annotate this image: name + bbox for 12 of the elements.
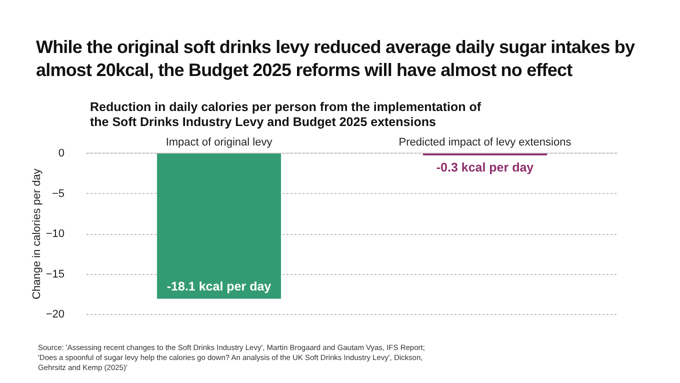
y-tick-label: −10	[46, 228, 64, 240]
data-label: -0.3 kcal per day	[436, 160, 534, 174]
data-label: -18.1 kcal per day	[166, 280, 272, 294]
chart-title: While the original soft drinks levy reduced average daily sugar intakes by almost 20kcal, the Budget 2025 reforms will have almost no effect	[36, 36, 636, 82]
chart-subtitle: Reduction in daily calories per person from the implementation of the Soft Drinks Industry Levy and Budget 2025 extensions	[90, 100, 482, 130]
x-tick-label: Impact of original levy	[166, 136, 273, 148]
y-axis-title: Change in calories per day	[30, 168, 43, 300]
y-tick-label: −15	[46, 268, 64, 280]
y-tick-label: 0	[58, 148, 64, 160]
x-tick-label: Predicted impact of levy extensions	[398, 136, 572, 148]
y-tick-label: −20	[46, 308, 64, 320]
y-tick-label: −5	[52, 188, 64, 200]
